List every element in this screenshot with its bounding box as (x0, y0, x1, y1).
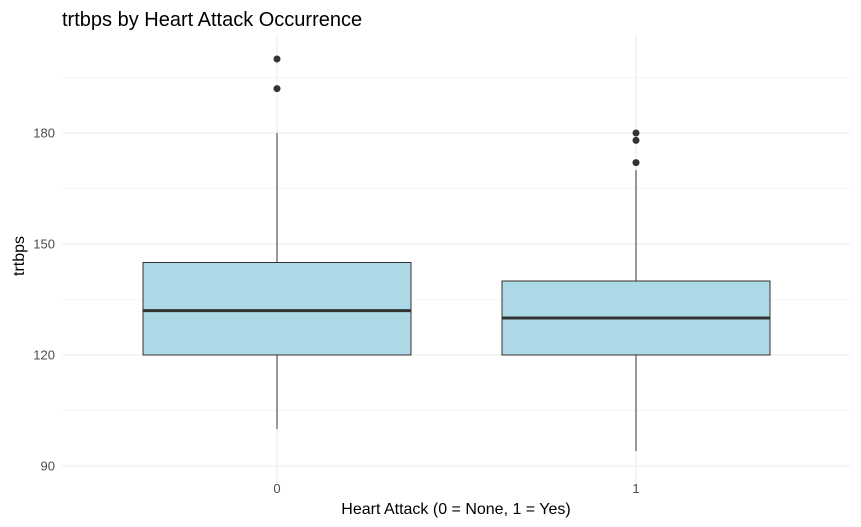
outlier-0-1 (273, 55, 281, 63)
outlier-1-1 (632, 136, 640, 144)
y-tick-90: 90 (41, 459, 55, 474)
y-tick-120: 120 (33, 348, 55, 363)
x-tick-0: 0 (273, 481, 280, 496)
box-group-1 (501, 129, 771, 452)
outlier-1-0 (632, 159, 640, 167)
box-0 (142, 262, 412, 356)
y-tick-180: 180 (33, 126, 55, 141)
y-axis-label: trtbps (11, 236, 28, 276)
boxes-layer (142, 55, 771, 452)
box-group-0 (142, 55, 412, 429)
outlier-1-2 (632, 129, 640, 137)
x-axis-label: Heart Attack (0 = None, 1 = Yes) (341, 501, 570, 518)
y-tick-labels: 90 120 150 180 (33, 126, 55, 474)
y-tick-150: 150 (33, 237, 55, 252)
grid-lines (62, 35, 850, 485)
x-tick-1: 1 (632, 481, 639, 496)
outlier-0-0 (273, 85, 281, 93)
chart-title: trtbps by Heart Attack Occurrence (62, 9, 362, 31)
